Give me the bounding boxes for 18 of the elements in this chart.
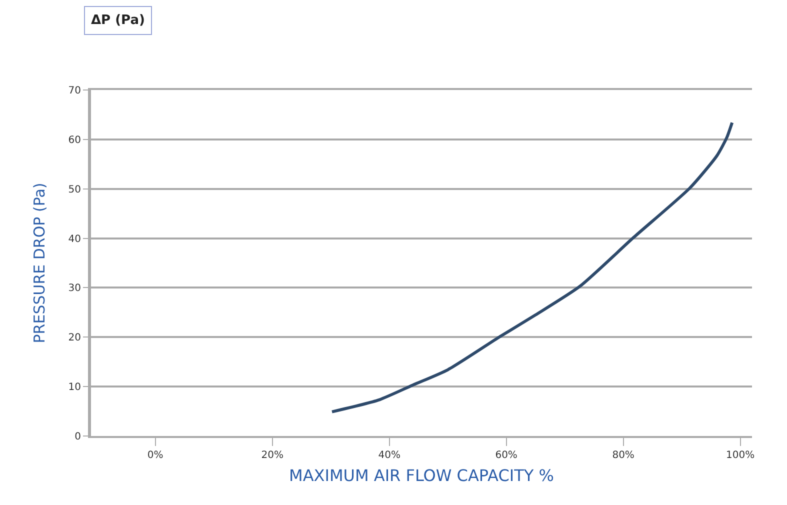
x-tick-label: 100% [726, 450, 755, 461]
y-tick-label: 10 [68, 382, 81, 394]
chart-title: ΔP (Pa) [91, 13, 145, 28]
y-tick-label: 70 [68, 86, 81, 96]
x-tick-label: 60% [495, 450, 518, 461]
line-series [330, 121, 734, 414]
y-tick-label: 60 [68, 134, 81, 146]
y-axis-title: PRESSURE DROP (Pa) [30, 182, 49, 344]
y-tick-label: 50 [68, 184, 81, 196]
y-tick-label: 20 [68, 332, 81, 344]
y-tick-label: 40 [68, 234, 81, 245]
y-tick-label: 0 [74, 432, 81, 442]
x-tick-label: 40% [378, 450, 400, 461]
x-tick-label: 80% [612, 450, 634, 461]
y-tick-label: 30 [68, 283, 81, 294]
x-axis-title: MAXIMUM AIR FLOW CAPACITY % [289, 466, 554, 486]
x-tick-label: 20% [261, 450, 284, 461]
x-tick-label: 0% [147, 450, 164, 461]
